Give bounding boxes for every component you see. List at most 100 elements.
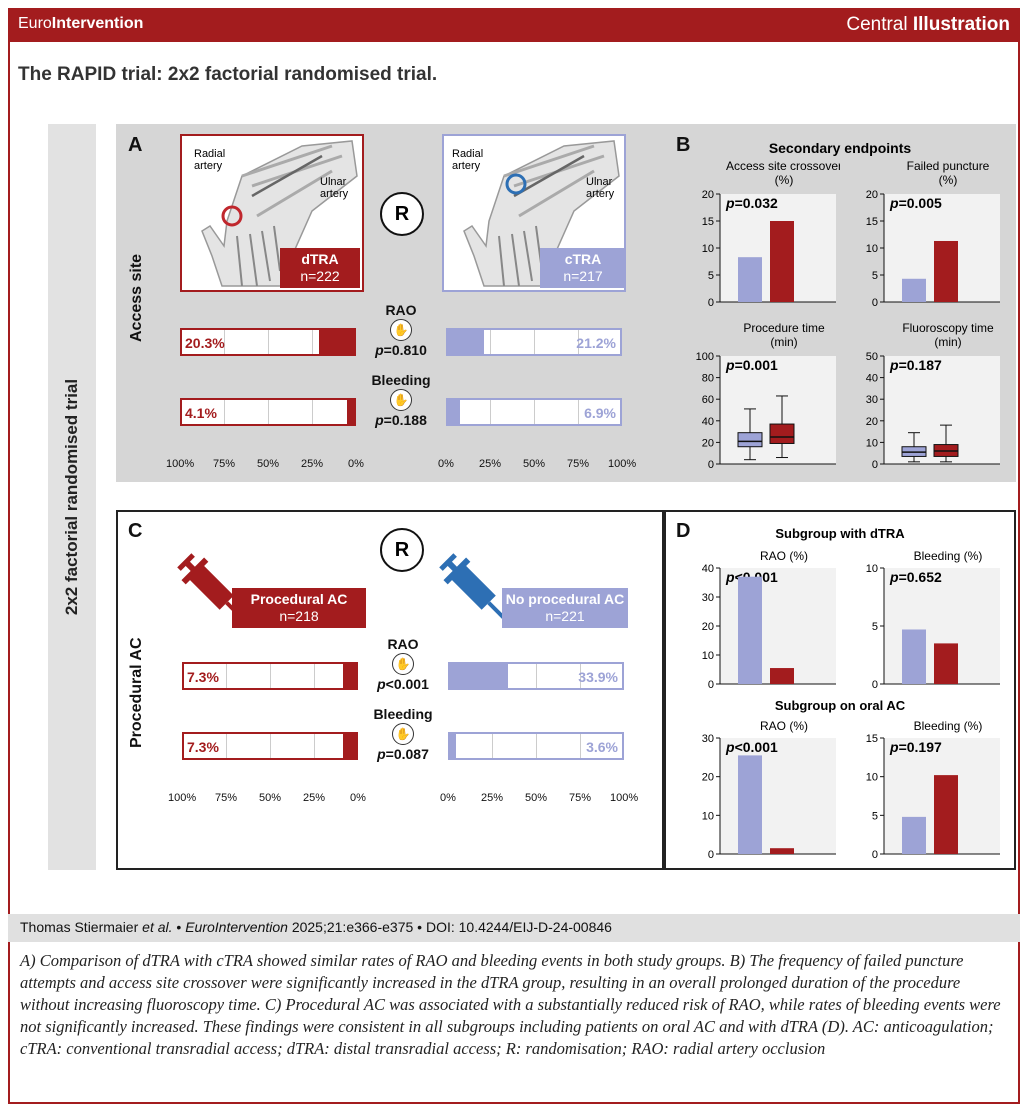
y-tick-label: 50 <box>866 351 878 363</box>
gridline <box>490 400 491 424</box>
ulnar-artery-label: Ulnar artery <box>586 176 615 200</box>
outcome-icon: ✋ <box>392 653 414 675</box>
p-number: <0.001 <box>735 739 778 755</box>
axis-tick-label: 25% <box>478 458 502 470</box>
bar-1 <box>934 643 958 684</box>
p-number: =0.652 <box>899 569 942 585</box>
y-tick-label: 5 <box>872 810 878 822</box>
axis-tick-label: 25% <box>300 458 324 470</box>
chart-procedure-time: Procedure time(min) p=0.001 0 20 40 60 80 100 <box>696 321 836 470</box>
right-outcome-bar: 21.2% <box>446 328 622 356</box>
y-tick-label: 10 <box>702 810 714 822</box>
citation-bar: Thomas Stiermaier et al. • EuroIntervent… <box>8 914 1020 942</box>
plot-area <box>720 738 836 854</box>
y-tick-label: 40 <box>702 563 714 575</box>
right-outcome-bar: 3.6% <box>448 732 624 760</box>
left-bar-fill <box>346 400 354 424</box>
ulnar-artery-label: Ulnar artery <box>320 176 349 200</box>
gridline <box>536 734 537 758</box>
left-bar-fill <box>343 664 356 688</box>
y-tick-label: 20 <box>702 772 714 784</box>
p-value: p=0.032 <box>725 195 778 211</box>
gridline <box>534 330 535 354</box>
header-bar: EuroIntervention Central Illustration <box>8 8 1020 42</box>
gridline <box>314 734 315 758</box>
axis-tick-label: 0% <box>350 792 366 804</box>
y-tick-label: 30 <box>866 394 878 406</box>
secondary-endpoints-heading: Secondary endpoints <box>768 140 912 156</box>
axis-tick-label: 75% <box>568 792 592 804</box>
axis-tick-label: 0% <box>438 458 454 470</box>
chart-failed-puncture: Failed puncture(%) p=0.005 0 5 10 15 20 <box>866 159 1000 308</box>
axis-tick-label: 0% <box>348 458 364 470</box>
panel-label: D <box>676 520 691 542</box>
p-value: p=0.187 <box>889 357 942 373</box>
syringe-icon <box>439 553 506 620</box>
chart-title: RAO (%) <box>760 549 808 563</box>
left-percent-label: 7.3% <box>187 669 219 685</box>
right-percent-label: 3.6% <box>586 739 618 755</box>
y-tick-label: 30 <box>702 592 714 604</box>
gridline <box>226 734 227 758</box>
axis-tick-label: 75% <box>566 458 590 470</box>
p-label: p <box>725 357 735 373</box>
y-tick-label: 10 <box>702 650 714 662</box>
left-percent-label: 4.1% <box>185 405 217 421</box>
p-value: p=0.001 <box>725 357 778 373</box>
p-value: p=0.188 <box>375 412 427 428</box>
left-percent-label: 7.3% <box>187 739 219 755</box>
chart-title: RAO (%) <box>760 719 808 733</box>
bar-0 <box>902 816 926 854</box>
axis-tick-label: 100% <box>166 458 195 470</box>
page-title: The RAPID trial: 2x2 factorial randomise… <box>18 64 438 85</box>
y-tick-label: 15 <box>866 216 878 228</box>
gridline <box>492 734 493 758</box>
hand-icon <box>463 140 620 287</box>
bar-1 <box>770 221 794 302</box>
outcome-icon: ✋ <box>392 723 414 745</box>
panel-b: B Secondary endpoints Access site crosso… <box>664 124 1016 482</box>
p-label: p <box>725 195 735 211</box>
right-bar-fill <box>450 664 509 688</box>
y-tick-label: 10 <box>702 243 714 255</box>
dtra-group-box: dTRA n=222 <box>280 248 360 288</box>
axis-tick-label: 25% <box>480 792 504 804</box>
y-tick-label: 0 <box>708 849 714 860</box>
p-value: p=0.652 <box>889 569 942 585</box>
outcome-name: Bleeding <box>373 706 433 722</box>
axis-tick-label: 100% <box>608 458 637 470</box>
figure-caption: A) Comparison of dTRA with cTRA showed s… <box>20 951 1001 1058</box>
y-tick-label: 60 <box>702 394 714 406</box>
y-tick-label: 30 <box>702 733 714 745</box>
axis-tick-label: 75% <box>212 458 236 470</box>
chart-title: Bleeding (%) <box>914 549 983 563</box>
panel-label: C <box>128 520 143 542</box>
left-outcome-bar: 4.1% <box>180 398 356 426</box>
y-tick-label: 0 <box>872 297 878 308</box>
right-percent-label: 6.9% <box>584 405 616 421</box>
y-tick-label: 20 <box>702 189 714 201</box>
procedural-ac-group-box: Procedural AC n=218 <box>232 588 366 628</box>
box <box>769 423 795 444</box>
p-value: p=0.810 <box>375 342 427 358</box>
y-tick-label: 0 <box>872 849 878 860</box>
panel-label: A <box>128 134 143 156</box>
bar-1 <box>934 775 958 854</box>
chart-title: (min) <box>770 335 797 349</box>
right-percent-label: 33.9% <box>578 669 618 685</box>
gridline <box>224 400 225 424</box>
outcome-name: RAO <box>387 636 419 652</box>
outcome-icon: ✋ <box>390 319 412 341</box>
gridline <box>226 664 227 688</box>
axis-tick-label: 50% <box>522 458 546 470</box>
y-tick-label: 80 <box>702 373 714 385</box>
gridline <box>312 330 313 354</box>
right-bar-fill <box>448 330 485 354</box>
journal-name: EuroIntervention <box>18 15 144 32</box>
randomisation-icon: R <box>380 192 424 236</box>
right-outcome-bar: 6.9% <box>446 398 622 426</box>
axis-tick-label: 50% <box>256 458 280 470</box>
left-percent-label: 20.3% <box>185 335 225 351</box>
p-label: p <box>889 357 899 373</box>
hand-icon <box>201 140 358 287</box>
